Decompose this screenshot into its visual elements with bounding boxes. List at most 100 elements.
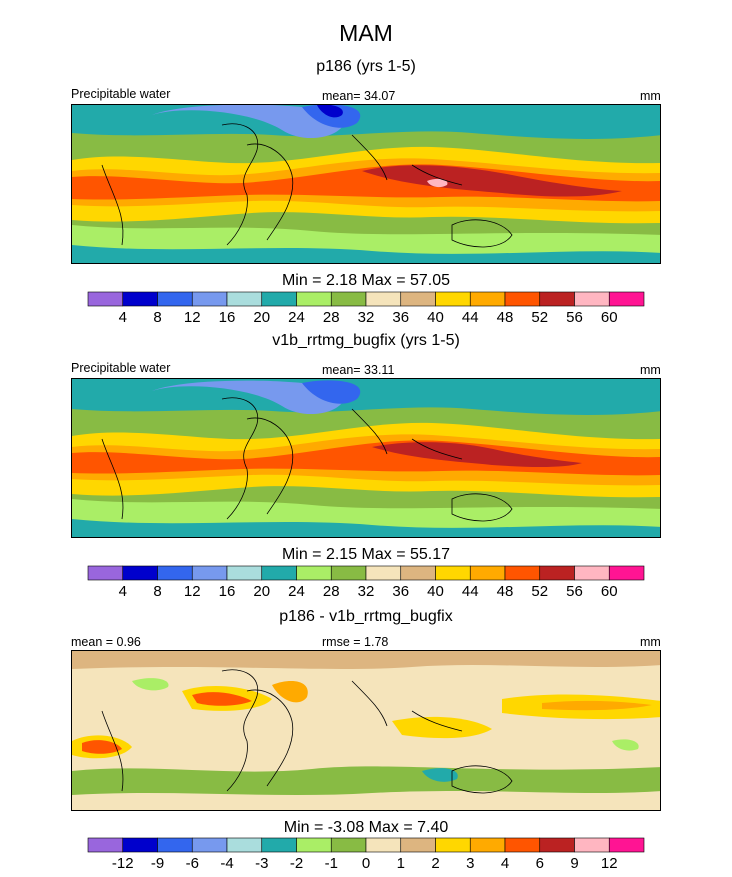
colorbar-swatch: [261, 291, 297, 307]
panel-1-subtitle: p186 (yrs 1-5): [316, 58, 416, 75]
colorbar-tick-label: 56: [566, 583, 583, 600]
colorbar-swatch: [226, 837, 263, 853]
colorbar-tick-label: 60: [600, 583, 618, 600]
colorbar-swatch: [574, 565, 610, 581]
colorbar-swatch: [365, 565, 402, 581]
colorbar-swatch: [296, 565, 332, 581]
colorbar-swatch: [226, 565, 263, 581]
colorbar-tick-label: 28: [322, 309, 340, 326]
colorbar-tick-label: 1: [396, 855, 405, 872]
colorbar-swatch: [261, 565, 297, 581]
colorbar-tick-label: 12: [183, 583, 201, 600]
map-2-itcz: [72, 440, 660, 476]
colorbar-tick-label: 28: [322, 583, 340, 600]
colorbar-tick-label: 40: [427, 583, 444, 600]
map-2-warm-pool: [372, 442, 582, 467]
panel-1-colorbar-svg: [87, 291, 645, 307]
map-2-north-band: [72, 379, 660, 415]
colorbar-tick-label: 20: [253, 583, 271, 600]
colorbar-swatch: [157, 837, 193, 853]
colorbar-tick-label: 4: [118, 583, 127, 600]
panel-3-colorbar: [87, 837, 645, 853]
colorbar-swatch: [87, 291, 124, 307]
map-2-south-edge: [72, 519, 660, 537]
colorbar-tick-label: 48: [496, 309, 514, 326]
colorbar-tick-label: 48: [496, 583, 514, 600]
map-3-coastlines: [101, 669, 513, 794]
colorbar-swatch: [330, 291, 367, 307]
map-3-neg-patch-1: [132, 678, 169, 691]
colorbar-tick-label: 0: [361, 855, 371, 872]
colorbar-swatch: [122, 291, 158, 307]
colorbar-tick-label: 44: [461, 583, 479, 600]
colorbar-swatch: [122, 565, 158, 581]
colorbar-swatch: [261, 837, 297, 853]
colorbar-tick-label: 36: [392, 309, 410, 326]
panel-1-colorbar-ticks: 4 8 12 16 20 24 28 32 36 40 44 48 52 56 60: [88, 309, 644, 327]
colorbar-tick-label: 3: [466, 855, 475, 872]
colorbar-tick-label: 4: [118, 309, 127, 326]
colorbar-swatch: [191, 565, 228, 581]
colorbar-swatch: [504, 565, 541, 581]
map-2-coastlines: [101, 397, 513, 522]
panel-3-minmax: Min = -3.08 Max = 7.40: [283, 819, 449, 836]
colorbar-tick-label: 9: [570, 855, 579, 872]
colorbar-swatch: [608, 837, 645, 853]
colorbar-swatch: [400, 565, 436, 581]
colorbar-tick-label: 40: [427, 309, 444, 326]
panel-1-left-label: Precipitable water: [71, 87, 171, 101]
panel-3-colorbar-ticks: -12 -9 -6 -4 -3 -2 -1 0 1 2 3 4 6 9 12: [88, 855, 644, 873]
colorbar-tick-label: 20: [253, 309, 271, 326]
colorbar-swatch: [435, 565, 471, 581]
panel-3-left-label: mean = 0.96: [71, 635, 141, 649]
colorbar-tick-label: 52: [531, 309, 549, 326]
colorbar-tick-label: 2: [431, 855, 440, 872]
figure-title: MAM: [339, 20, 393, 46]
colorbar-tick-label: 8: [153, 309, 162, 326]
map-1-north-band: [72, 105, 660, 139]
colorbar-swatch: [330, 565, 367, 581]
colorbar-swatch: [400, 837, 436, 853]
map-3-sahara-max: [192, 692, 252, 706]
colorbar-swatch: [608, 565, 645, 581]
colorbar-tick-label: -2: [289, 855, 304, 872]
colorbar-tick-label: 16: [218, 309, 236, 326]
colorbar-swatch: [191, 837, 228, 853]
colorbar-tick-label: 60: [600, 309, 618, 326]
panel-1-units: mm: [640, 89, 661, 103]
panel-1-center-label: mean= 34.07: [322, 89, 396, 103]
panel-1-map: [71, 104, 661, 264]
colorbar-tick-label: 36: [392, 583, 410, 600]
colorbar-tick-label: 12: [600, 855, 618, 872]
map-3-north-band: [72, 651, 660, 669]
panel-2-minmax: Min = 2.15 Max = 55.17: [281, 546, 451, 563]
panel-2-units: mm: [640, 363, 661, 377]
panel-2-colorbar-svg: [87, 565, 645, 581]
map-1-coastlines: [101, 123, 513, 248]
map-3-neg-patch-3: [612, 739, 639, 751]
colorbar-tick-label: 24: [288, 309, 305, 326]
panel-2-left-label: Precipitable water: [71, 361, 171, 375]
colorbar-swatch: [365, 291, 402, 307]
map-3-pacific-max: [542, 700, 652, 711]
colorbar-swatch: [296, 837, 332, 853]
colorbar-tick-label: -12: [111, 855, 134, 872]
colorbar-swatch: [435, 837, 471, 853]
colorbar-tick-label: 6: [535, 855, 544, 872]
colorbar-swatch: [87, 565, 124, 581]
colorbar-swatch: [504, 291, 541, 307]
panel-1-minmax: Min = 2.18 Max = 57.05: [281, 272, 451, 289]
panel-2-center-label: mean= 33.11: [322, 363, 395, 377]
colorbar-swatch: [365, 837, 402, 853]
colorbar-tick-label: -9: [150, 855, 165, 872]
map-3-arabia-pos: [272, 681, 308, 703]
colorbar-swatch: [469, 291, 506, 307]
colorbar-tick-label: -3: [255, 855, 269, 872]
colorbar-swatch: [226, 291, 263, 307]
colorbar-swatch: [191, 291, 228, 307]
colorbar-swatch: [504, 837, 541, 853]
colorbar-tick-label: -1: [324, 855, 338, 872]
map-3-south-neg: [72, 766, 660, 795]
map-3-neg-patch-2: [422, 768, 458, 782]
panel-3-center-label: rmse = 1.78: [322, 635, 389, 649]
